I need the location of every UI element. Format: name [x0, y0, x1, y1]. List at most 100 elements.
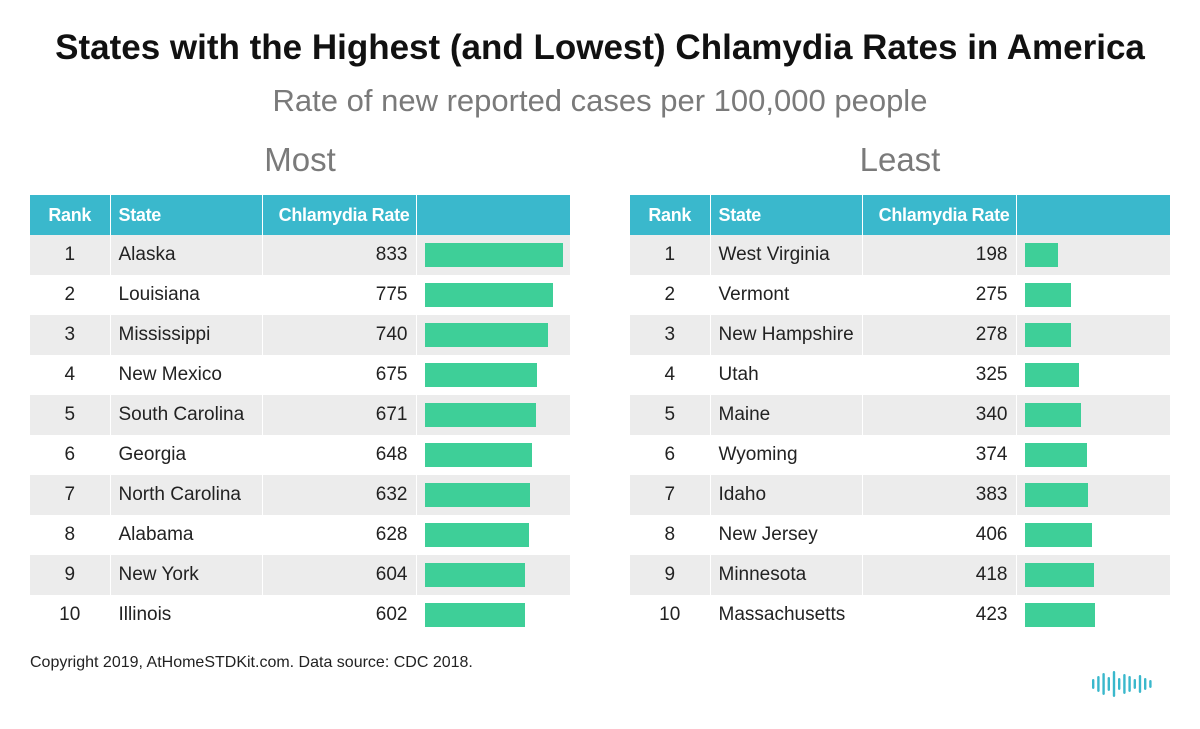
rate-bar: [424, 363, 537, 387]
bar-cell: [1016, 435, 1170, 475]
most-table-body: 1 Alaska 833 2 Louisiana 775 3 Mississippi 740 4 N…: [30, 235, 570, 635]
rank-cell: 4: [630, 355, 711, 395]
rank-cell: 4: [30, 355, 111, 395]
rate-bar: [1024, 283, 1071, 307]
rate-cell: 406: [862, 515, 1017, 555]
rank-cell: 1: [630, 235, 711, 275]
state-cell: Georgia: [110, 435, 263, 475]
rank-cell: 2: [630, 275, 711, 315]
rate-cell: 740: [262, 315, 417, 355]
state-cell: Idaho: [710, 475, 863, 515]
bar-column-header: [1016, 195, 1170, 235]
rate-bar: [424, 403, 536, 427]
rate-cell: 340: [862, 395, 1017, 435]
rate-bar: [1024, 323, 1071, 347]
rank-cell: 2: [30, 275, 111, 315]
rank-cell: 10: [630, 595, 711, 635]
rate-bar: [1024, 403, 1081, 427]
rate-bar: [1024, 243, 1058, 267]
rank-cell: 3: [630, 315, 711, 355]
bar-cell: [1016, 355, 1170, 395]
rate-cell: 325: [862, 355, 1017, 395]
rank-cell: 9: [630, 555, 711, 595]
rank-cell: 8: [630, 515, 711, 555]
state-cell: Massachusetts: [710, 595, 863, 635]
table-row: 8 Alabama 628: [30, 515, 570, 555]
rank-cell: 7: [630, 475, 711, 515]
table-row: 1 West Virginia 198: [630, 235, 1170, 275]
table-row: 9 New York 604: [30, 555, 570, 595]
rate-bar: [424, 243, 563, 267]
rate-bar: [424, 603, 525, 627]
rate-cell: 675: [262, 355, 417, 395]
rate-cell: 602: [262, 595, 417, 635]
table-row: 6 Wyoming 374: [630, 435, 1170, 475]
rate-bar: [424, 523, 529, 547]
rate-bar: [1024, 603, 1095, 627]
bar-cell: [1016, 395, 1170, 435]
state-cell: Utah: [710, 355, 863, 395]
rate-column-header: Chlamydia Rate: [862, 195, 1017, 235]
rate-cell: 628: [262, 515, 417, 555]
most-section-title: Most: [264, 141, 336, 178]
rate-cell: 374: [862, 435, 1017, 475]
table-row: 7 Idaho 383: [630, 475, 1170, 515]
chart-title: States with the Highest (and Lowest) Chl…: [55, 28, 1145, 67]
state-cell: Minnesota: [710, 555, 863, 595]
rate-column-header: Chlamydia Rate: [262, 195, 417, 235]
bar-cell: [1016, 515, 1170, 555]
rate-cell: 604: [262, 555, 417, 595]
table-row: 5 Maine 340: [630, 395, 1170, 435]
bar-cell: [1016, 235, 1170, 275]
bar-cell: [1016, 275, 1170, 315]
state-cell: New York: [110, 555, 263, 595]
rate-cell: 775: [262, 275, 417, 315]
most-table: Rank State Chlamydia Rate 1 Alaska 833 2 Lou…: [30, 195, 570, 635]
rank-cell: 8: [30, 515, 111, 555]
copyright-footer: Copyright 2019, AtHomeSTDKit.com. Data s…: [30, 654, 473, 671]
state-cell: Illinois: [110, 595, 263, 635]
rate-bar: [1024, 363, 1079, 387]
state-cell: Wyoming: [710, 435, 863, 475]
rank-cell: 5: [630, 395, 711, 435]
rate-bar: [424, 483, 530, 507]
table-row: 5 South Carolina 671: [30, 395, 570, 435]
rate-cell: 423: [862, 595, 1017, 635]
least-table-body: 1 West Virginia 198 2 Vermont 275 3 New Hampshi…: [630, 235, 1170, 635]
table-row: 6 Georgia 648: [30, 435, 570, 475]
state-cell: Vermont: [710, 275, 863, 315]
sound-wave-logo-icon: [1092, 671, 1152, 697]
rate-bar: [424, 443, 532, 467]
table-row: 1 Alaska 833: [30, 235, 570, 275]
rate-bar: [1024, 523, 1092, 547]
rate-cell: 833: [262, 235, 417, 275]
table-row: 3 New Hampshire 278: [630, 315, 1170, 355]
state-cell: New Jersey: [710, 515, 863, 555]
rank-column-header: Rank: [30, 195, 111, 235]
bar-cell: [416, 275, 570, 315]
table-row: 7 North Carolina 632: [30, 475, 570, 515]
chart-subtitle: Rate of new reported cases per 100,000 p…: [272, 83, 928, 118]
rate-cell: 671: [262, 395, 417, 435]
state-cell: Maine: [710, 395, 863, 435]
state-cell: New Mexico: [110, 355, 263, 395]
bar-cell: [1016, 315, 1170, 355]
rank-cell: 1: [30, 235, 111, 275]
rate-cell: 632: [262, 475, 417, 515]
rank-cell: 7: [30, 475, 111, 515]
bar-cell: [416, 355, 570, 395]
table-row: 4 New Mexico 675: [30, 355, 570, 395]
table-row: 2 Vermont 275: [630, 275, 1170, 315]
rate-cell: 418: [862, 555, 1017, 595]
rank-column-header: Rank: [630, 195, 711, 235]
bar-cell: [416, 435, 570, 475]
state-cell: Alaska: [110, 235, 263, 275]
rate-bar: [424, 323, 548, 347]
bar-cell: [416, 475, 570, 515]
state-cell: North Carolina: [110, 475, 263, 515]
least-table: Rank State Chlamydia Rate 1 West Virginia…: [630, 195, 1170, 635]
rank-cell: 6: [30, 435, 111, 475]
rate-cell: 278: [862, 315, 1017, 355]
least-section-title: Least: [859, 141, 941, 178]
rank-cell: 6: [630, 435, 711, 475]
